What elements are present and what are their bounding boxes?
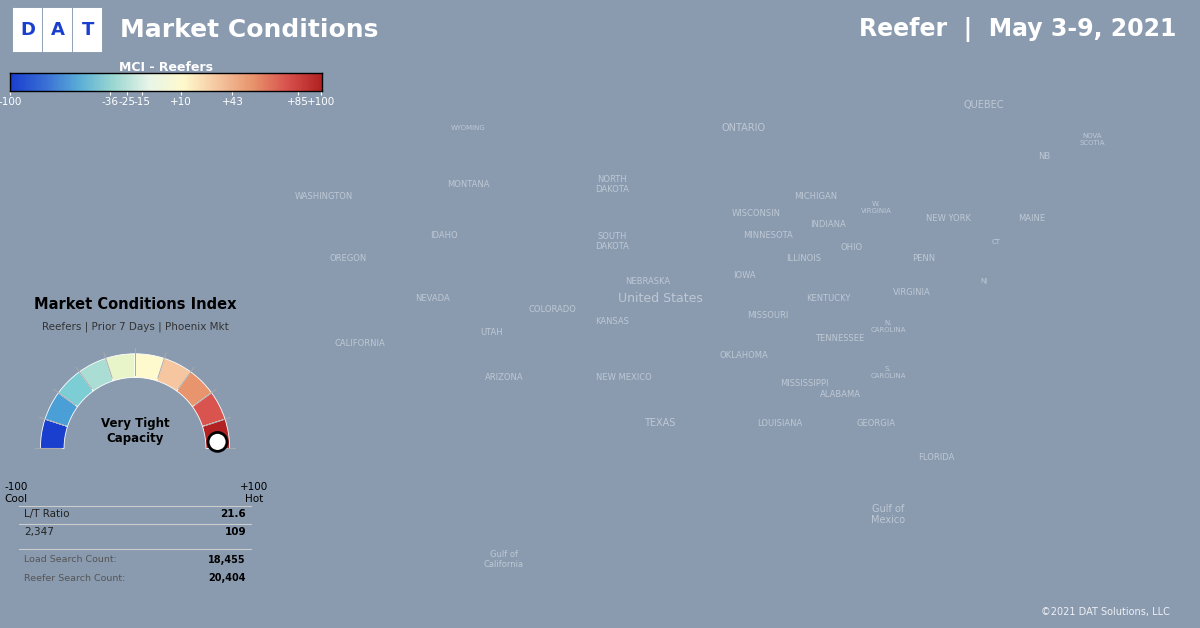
Text: 21.6: 21.6	[220, 509, 246, 519]
Text: 109: 109	[224, 527, 246, 537]
Wedge shape	[203, 419, 229, 448]
Text: Reefer Search Count:: Reefer Search Count:	[24, 573, 126, 583]
Wedge shape	[157, 359, 191, 391]
Text: TENNESSEE: TENNESSEE	[815, 333, 865, 343]
Text: NJ: NJ	[980, 278, 988, 284]
Text: MCI - Reefers: MCI - Reefers	[119, 61, 212, 73]
Text: OKLAHOMA: OKLAHOMA	[720, 350, 768, 360]
Text: QUEBEC: QUEBEC	[964, 100, 1004, 110]
Text: NB: NB	[1038, 152, 1050, 161]
Text: Gulf of
Mexico: Gulf of Mexico	[871, 504, 905, 525]
Text: ALABAMA: ALABAMA	[820, 391, 860, 399]
Text: CT: CT	[991, 239, 1001, 244]
Text: ARIZONA: ARIZONA	[485, 374, 523, 382]
Text: +100
Hot: +100 Hot	[240, 482, 268, 504]
Text: Very Tight
Capacity: Very Tight Capacity	[101, 418, 169, 445]
Text: NEBRASKA: NEBRASKA	[625, 277, 671, 286]
Text: COLORADO: COLORADO	[528, 305, 576, 314]
Text: VIRGINIA: VIRGINIA	[893, 288, 931, 297]
Text: ©2021 DAT Solutions, LLC: ©2021 DAT Solutions, LLC	[1042, 607, 1170, 617]
Text: T: T	[82, 21, 94, 39]
Text: LOUISIANA: LOUISIANA	[757, 419, 803, 428]
Text: D: D	[20, 21, 35, 39]
Text: WISCONSIN: WISCONSIN	[732, 208, 780, 218]
Text: NORTH
DAKOTA: NORTH DAKOTA	[595, 175, 629, 195]
Text: United States: United States	[618, 292, 702, 305]
FancyBboxPatch shape	[74, 9, 101, 51]
Text: OREGON: OREGON	[329, 254, 367, 263]
Text: IOWA: IOWA	[733, 271, 755, 280]
Text: 18,455: 18,455	[209, 555, 246, 565]
FancyBboxPatch shape	[44, 9, 71, 51]
Text: INDIANA: INDIANA	[810, 220, 846, 229]
Text: PENN: PENN	[912, 254, 936, 263]
Text: W.
VIRGINIA: W. VIRGINIA	[860, 201, 892, 214]
Text: Reefers | Prior 7 Days | Phoenix Mkt: Reefers | Prior 7 Days | Phoenix Mkt	[42, 321, 228, 332]
Text: IDAHO: IDAHO	[430, 231, 458, 241]
Text: TEXAS: TEXAS	[644, 418, 676, 428]
Text: NOVA
SCOTIA: NOVA SCOTIA	[1079, 133, 1105, 146]
Wedge shape	[192, 392, 224, 426]
Text: ILLINOIS: ILLINOIS	[786, 254, 822, 263]
Text: SOUTH
DAKOTA: SOUTH DAKOTA	[595, 232, 629, 251]
Text: MINNESOTA: MINNESOTA	[743, 231, 793, 241]
Wedge shape	[79, 359, 113, 391]
Text: KENTUCKY: KENTUCKY	[806, 294, 850, 303]
Text: MONTANA: MONTANA	[446, 180, 490, 189]
Text: NEW YORK: NEW YORK	[925, 214, 971, 224]
Text: MAINE: MAINE	[1019, 214, 1045, 224]
Text: ONTARIO: ONTARIO	[722, 123, 766, 133]
Wedge shape	[106, 354, 134, 381]
Text: Market Conditions Index: Market Conditions Index	[34, 298, 236, 313]
Text: KANSAS: KANSAS	[595, 317, 629, 325]
Wedge shape	[59, 372, 94, 407]
Text: MISSOURI: MISSOURI	[748, 311, 788, 320]
Text: NEVADA: NEVADA	[415, 294, 449, 303]
Text: WYOMING: WYOMING	[451, 125, 485, 131]
Text: Load Search Count:: Load Search Count:	[24, 555, 116, 564]
Wedge shape	[134, 354, 164, 381]
Text: Gulf of
California: Gulf of California	[484, 550, 524, 570]
Circle shape	[208, 433, 227, 452]
FancyBboxPatch shape	[14, 9, 41, 51]
Text: FLORIDA: FLORIDA	[918, 453, 954, 462]
Wedge shape	[41, 419, 67, 448]
Text: L/T Ratio: L/T Ratio	[24, 509, 70, 519]
Text: N.
CAROLINA: N. CAROLINA	[870, 320, 906, 333]
Text: 20,404: 20,404	[209, 573, 246, 583]
Text: S.
CAROLINA: S. CAROLINA	[870, 365, 906, 379]
Text: WASHINGTON: WASHINGTON	[295, 192, 353, 200]
Text: MICHIGAN: MICHIGAN	[794, 192, 838, 200]
Text: Reefer  |  May 3-9, 2021: Reefer | May 3-9, 2021	[859, 18, 1176, 42]
Text: CALIFORNIA: CALIFORNIA	[335, 339, 385, 349]
Text: NEW MEXICO: NEW MEXICO	[596, 374, 652, 382]
Text: OHIO: OHIO	[841, 242, 863, 252]
Text: GEORGIA: GEORGIA	[857, 419, 895, 428]
Text: Market Conditions: Market Conditions	[120, 18, 378, 42]
Text: MISSISSIPPI: MISSISSIPPI	[780, 379, 828, 388]
Wedge shape	[176, 372, 211, 407]
Text: A: A	[50, 21, 65, 39]
Text: 2,347: 2,347	[24, 527, 54, 537]
Text: UTAH: UTAH	[481, 328, 503, 337]
Text: -100
Cool: -100 Cool	[5, 482, 28, 504]
Wedge shape	[46, 392, 78, 426]
